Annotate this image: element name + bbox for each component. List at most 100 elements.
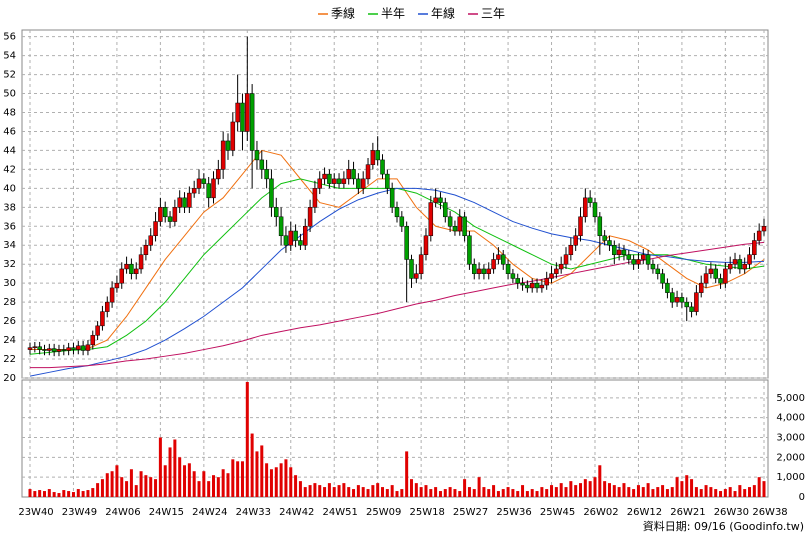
candle-body — [544, 278, 549, 286]
candle-body — [245, 93, 250, 132]
candle-body — [703, 273, 709, 284]
candle-body — [626, 254, 632, 260]
volume-bar — [448, 487, 452, 497]
candle-body — [394, 207, 400, 218]
volume-bar — [38, 490, 42, 497]
candle-body — [539, 284, 545, 289]
candle-body — [399, 216, 405, 227]
x-tick-label: 23W49 — [62, 507, 97, 518]
volume-bar — [149, 477, 153, 497]
candle-body — [95, 325, 100, 336]
candle-body — [660, 273, 665, 284]
volume-bar — [183, 465, 187, 497]
volume-bar — [308, 485, 312, 497]
y-tick-label: 40 — [3, 183, 16, 194]
candle-body — [457, 216, 463, 232]
volume-bar — [530, 489, 534, 497]
candle-body — [447, 216, 453, 227]
candle-body — [269, 178, 274, 208]
x-tick-label: 25W09 — [366, 507, 401, 518]
volume-bar — [719, 491, 723, 497]
x-tick-label: 25W45 — [540, 507, 575, 518]
candle-body — [737, 259, 743, 270]
volume-bar — [588, 481, 592, 497]
y-tick-label: 30 — [3, 278, 16, 289]
volume-bar — [226, 473, 230, 497]
volume-bar — [47, 489, 51, 497]
volume-bar — [559, 483, 563, 497]
candle-body — [612, 244, 617, 255]
x-tick-label: 26W21 — [670, 507, 705, 518]
legend-label: 年線 — [431, 6, 455, 21]
candle-body — [510, 273, 516, 279]
volume-bar — [482, 487, 486, 497]
volume-bar — [91, 488, 95, 497]
volume-bar — [67, 491, 71, 497]
candle-body — [452, 226, 458, 232]
candle-body — [341, 178, 347, 184]
volume-bar — [733, 491, 737, 497]
candle-body — [641, 254, 646, 260]
candle-body — [583, 197, 588, 218]
volume-bar — [472, 489, 476, 497]
candle-body — [496, 254, 501, 260]
volume-bar — [158, 437, 162, 497]
volume-bar — [298, 481, 302, 497]
volume-bar — [709, 487, 713, 497]
candle-body — [85, 344, 91, 351]
volume-bar — [762, 481, 766, 497]
volume-bar — [129, 469, 133, 497]
y-tick-label: 20 — [3, 373, 16, 384]
volume-bar — [438, 491, 442, 497]
candle-body — [365, 164, 371, 180]
volume-bar — [303, 487, 307, 497]
candle-body — [587, 197, 593, 203]
candle-body — [356, 178, 361, 189]
candle-body — [90, 335, 96, 346]
candle-body — [143, 244, 149, 255]
candle-body — [230, 121, 236, 151]
volume-bar — [52, 492, 56, 497]
candle-body — [42, 349, 47, 351]
candle-body — [592, 202, 598, 218]
candle-body — [515, 278, 520, 284]
volume-bar — [757, 477, 761, 497]
candle-body — [360, 178, 366, 189]
candle-body — [443, 202, 448, 218]
candle-body — [133, 268, 139, 274]
volume-bar — [414, 483, 418, 497]
volume-bar — [236, 461, 240, 497]
volume-bar — [139, 471, 143, 497]
candle-body — [761, 226, 767, 232]
candle-body — [674, 297, 680, 303]
candle-body — [742, 263, 747, 270]
moving-average-line — [30, 149, 765, 351]
candle-body — [105, 301, 110, 312]
candle-body — [375, 150, 380, 161]
candle-body — [481, 268, 487, 274]
x-tick-label: 26W02 — [583, 507, 618, 518]
candle-body — [312, 188, 318, 208]
volume-bar — [540, 487, 544, 497]
volume-bar — [173, 439, 177, 497]
candle-body — [597, 216, 603, 237]
candle-body — [264, 169, 269, 180]
candle-body — [346, 169, 351, 180]
candle-body — [235, 102, 240, 123]
volume-bar — [665, 489, 669, 497]
x-tick-label: 25W36 — [496, 507, 531, 518]
volume-bar — [738, 485, 742, 497]
volume-bar — [289, 467, 293, 497]
candle-body — [27, 347, 33, 350]
candle-body — [636, 259, 641, 265]
candle-body — [370, 150, 376, 165]
volume-bar — [400, 489, 404, 497]
candle-body — [684, 301, 689, 308]
volume-bar — [748, 487, 752, 497]
y-tick-label: 28 — [3, 297, 16, 308]
volume-bar — [636, 485, 640, 497]
y-tick-label: 44 — [3, 145, 16, 156]
volume-bar — [607, 483, 611, 497]
candle-body — [665, 282, 670, 293]
candle-body — [129, 263, 134, 274]
